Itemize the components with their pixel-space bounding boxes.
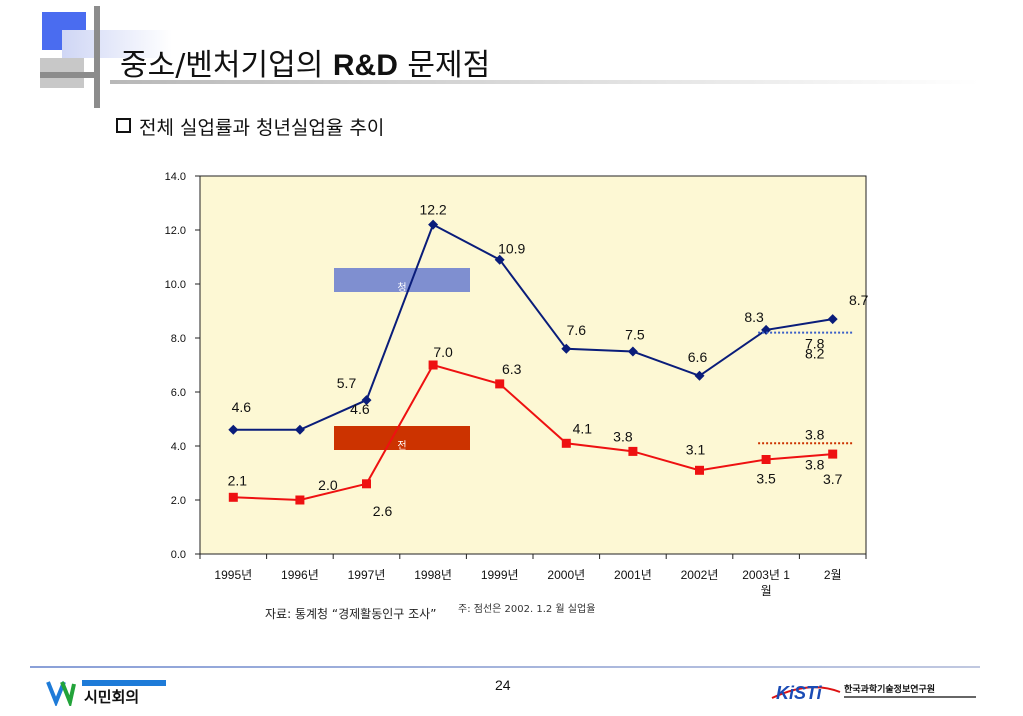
series-line-total <box>233 363 833 502</box>
y-tick-label: 8.0 <box>171 333 186 345</box>
title-suffix: 문제점 <box>407 48 491 83</box>
series-line-youth <box>233 223 833 431</box>
footer-divider <box>30 666 980 668</box>
x-tick-label: 1997년 <box>348 568 386 582</box>
x-tick-label: 2월 <box>824 568 842 582</box>
footnote: 주: 점선은 2002. 1.2 월 실업율 <box>458 604 596 615</box>
data-label-total: 2.6 <box>373 503 393 519</box>
x-tick-label: 2002년 <box>681 568 719 582</box>
title-prefix: 중소/벤처기업의 <box>120 48 324 83</box>
data-label-youth: 4.6 <box>232 399 252 415</box>
data-label-total: 7.0 <box>433 344 453 360</box>
logo-left-text: 시민회의 <box>84 688 139 706</box>
data-label-total: 6.3 <box>502 361 522 377</box>
legend-box-youth <box>334 268 470 292</box>
y-tick-label: 0.0 <box>171 549 186 561</box>
data-point-total <box>362 479 371 489</box>
data-point-youth <box>428 219 439 230</box>
page-title: 중소/벤처기업의 R&D 문제점 <box>120 40 490 84</box>
data-point-youth <box>494 254 505 265</box>
subtitle-text: 전체 실업률과 청년실업율 추이 <box>139 117 385 139</box>
data-label-youth: 5.7 <box>337 375 357 391</box>
title-bold: R&D <box>332 49 398 82</box>
y-tick-label: 6.0 <box>171 387 186 399</box>
data-label-youth: 7.5 <box>625 327 645 343</box>
data-label-youth: 8.7 <box>849 292 869 308</box>
x-tick-label: 월 <box>761 584 772 598</box>
y-tick-label: 4.0 <box>171 441 186 453</box>
data-label-total: 3.7 <box>823 471 843 487</box>
logo-right-brand: KiSTi <box>776 683 823 703</box>
plot-area <box>199 175 867 555</box>
data-point-youth <box>361 395 372 406</box>
data-label-youth: 6.6 <box>688 349 708 365</box>
data-label-youth: 12.2 <box>419 202 446 218</box>
x-tick-label: 2000년 <box>547 568 585 582</box>
data-label-total: 3.5 <box>756 471 776 487</box>
data-label-youth: 7.6 <box>567 322 587 338</box>
data-label-youth: 10.9 <box>498 241 525 257</box>
x-tick-label: 1999년 <box>481 568 519 582</box>
extra-label: 7.8 <box>805 335 825 351</box>
data-point-total <box>228 492 238 502</box>
y-tick-label: 10.0 <box>165 279 186 291</box>
data-label-total: 3.1 <box>686 441 706 457</box>
data-point-total <box>561 438 571 448</box>
legend-label-total: 전 <box>397 440 406 452</box>
kisti-logo: KiSTi 한국과학기술정보연구원 <box>771 683 976 703</box>
extra-label: 3.8 <box>805 426 825 442</box>
x-tick-label: 1996년 <box>281 568 319 582</box>
data-point-youth <box>627 346 638 357</box>
data-point-total <box>495 379 505 389</box>
data-point-youth <box>294 424 305 435</box>
legend-label-youth: 청 <box>397 282 406 294</box>
title-underline <box>110 80 980 84</box>
decor-horizontal-line <box>40 72 100 78</box>
data-point-youth <box>561 343 572 354</box>
dotted-reference-label: 3.8 <box>805 456 825 472</box>
data-label-youth: 8.3 <box>744 309 764 325</box>
checkbox-bullet-icon <box>116 118 131 133</box>
x-tick-label: 2001년 <box>614 568 652 582</box>
data-point-total <box>428 360 438 370</box>
data-label-total: 4.1 <box>573 420 593 436</box>
data-label-total: 2.0 <box>318 477 338 493</box>
dotted-reference-label: 8.2 <box>805 346 825 362</box>
x-tick-label: 1995년 <box>214 568 252 582</box>
subtitle: 전체 실업률과 청년실업율 추이 <box>116 113 384 140</box>
data-label-youth: 4.6 <box>350 401 370 417</box>
data-point-total <box>295 495 305 505</box>
data-point-total <box>828 449 838 459</box>
page-number: 24 <box>495 677 511 693</box>
y-tick-label: 12.0 <box>165 225 186 237</box>
source-note: 자료: 통계청 “경제활동인구 조사” <box>265 607 437 621</box>
decor-vertical-line <box>94 6 100 108</box>
citizens-council-logo: 시민회의 <box>46 680 166 706</box>
data-point-total <box>628 446 638 456</box>
data-point-youth <box>228 424 239 435</box>
y-tick-label: 14.0 <box>165 171 186 183</box>
legend-box-total <box>334 426 470 450</box>
data-point-total <box>761 455 771 464</box>
decor-gradient-bar <box>62 30 172 58</box>
y-tick-label: 2.0 <box>171 495 186 507</box>
data-label-total: 2.1 <box>228 472 248 488</box>
x-tick-label: 1998년 <box>414 568 452 582</box>
data-point-youth <box>827 314 838 325</box>
x-tick-label: 2003년 1 <box>742 568 790 582</box>
data-point-total <box>695 465 704 475</box>
data-point-youth <box>694 370 705 381</box>
logo-right-text: 한국과학기술정보연구원 <box>844 683 935 695</box>
data-label-total: 3.8 <box>613 428 633 444</box>
